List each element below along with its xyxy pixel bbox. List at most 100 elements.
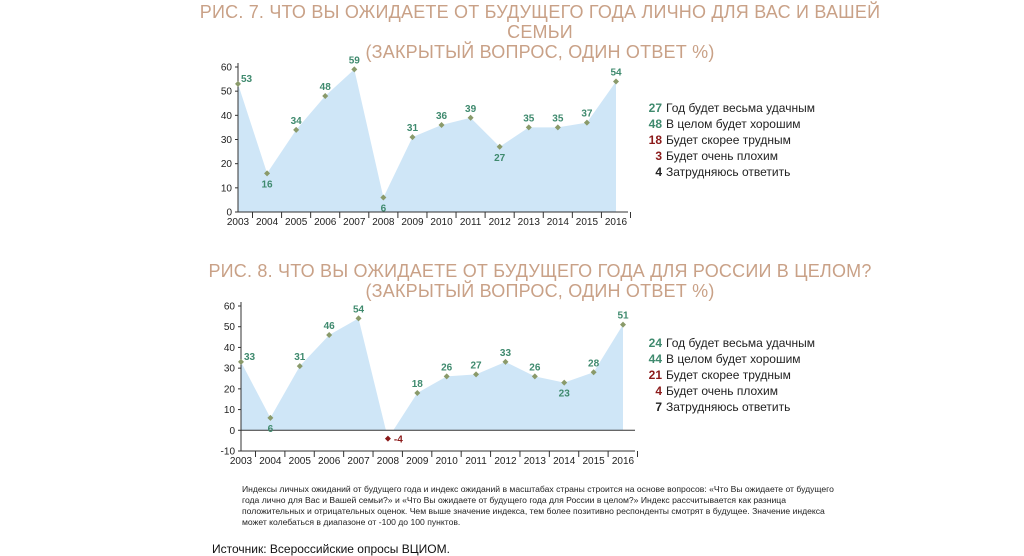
fig2-point: [326, 332, 333, 338]
fig2-data-label: 31: [294, 352, 306, 363]
fig2-area: [241, 318, 623, 431]
fig2-data-label: 54: [353, 304, 365, 315]
fig2-point: [590, 369, 597, 376]
fig2-x-tick-label: 2005: [289, 456, 312, 467]
fig2-data-label: 18: [412, 379, 424, 390]
fig2-x-tick-label: 2006: [318, 456, 341, 467]
fig1-data-label: 53: [241, 74, 253, 85]
fig1-point: [554, 124, 561, 131]
fig2-x-tick-label: 2007: [347, 456, 370, 467]
fig1-point: [409, 134, 416, 141]
fig1-x-tick-label: 2016: [605, 217, 628, 228]
fig1-point: [583, 119, 590, 126]
fig1-x-tick-label: 2003: [227, 217, 250, 228]
fig1-y-tick-label: 60: [221, 63, 233, 74]
fig1-data-label: 37: [581, 109, 593, 120]
fig2-data-label: 23: [559, 389, 571, 400]
fig1-point: [613, 78, 619, 85]
legend-item: 4 Будет очень плохим: [640, 383, 815, 399]
fig1-data-label: 27: [494, 153, 506, 164]
fig2-data-label: 6: [268, 424, 274, 435]
fig2-y-tick-label: 10: [224, 405, 236, 416]
fig1-point: [351, 66, 358, 73]
fig1-data-label: 39: [465, 104, 477, 115]
legend-label: Затрудняюсь ответить: [666, 400, 791, 414]
legend-value: 21: [648, 368, 662, 382]
fig1-point: [438, 122, 445, 128]
fig1-data-label: 35: [523, 113, 535, 124]
legend-value: 4: [655, 165, 662, 179]
fig1-data-label: 59: [349, 55, 361, 66]
fig1-point: [235, 80, 241, 87]
figure-7-chart: 0 10 20 30 40 50 60 2003 2004 2005 2006 2007 2008 200…: [221, 55, 631, 228]
fig2-data-label: 33: [244, 352, 256, 363]
fig1-data-label: 36: [436, 111, 448, 122]
fig2-point: [384, 435, 391, 442]
methodology-note: Индексы личных ожиданий от будущего года…: [242, 484, 834, 527]
fig1-point: [322, 93, 329, 99]
legend-item: 48 В целом будет хорошим: [640, 116, 815, 132]
fig2-point: [561, 379, 568, 386]
fig2-data-label: 33: [500, 348, 512, 359]
legend-label: Год будет весьма удачным: [666, 336, 815, 350]
figure-7-legend: 27 Год будет весьма удачным 48 В целом буде…: [640, 100, 815, 180]
figure-7-title-line2: (ЗАКРЫТЫЙ ВОПРОС, ОДИН ОТВЕТ %): [365, 42, 715, 62]
legend-value: 4: [655, 384, 662, 398]
fig1-x-tick-label: 2011: [460, 217, 482, 228]
figure-7-title: РИС. 7. ЧТО ВЫ ОЖИДАЕТЕ ОТ БУДУЩЕГО ГОДА…: [180, 2, 900, 62]
legend-value: 3: [655, 149, 662, 163]
fig2-point: [296, 363, 303, 370]
fig2-data-label: 51: [617, 311, 629, 322]
fig1-x-tick-label: 2005: [285, 217, 308, 228]
fig2-y-tick-label: 50: [224, 322, 236, 333]
fig2-point: [443, 373, 450, 380]
legend-item: 24 Год будет весьма удачным: [640, 335, 815, 351]
fig1-y-tick-label: 50: [221, 87, 233, 98]
fig2-point: [531, 373, 538, 380]
fig1-area: [238, 69, 616, 213]
fig2-y-tick-label: -10: [221, 447, 236, 458]
legend-item: 27 Год будет весьма удачным: [640, 100, 815, 116]
fig2-point: [267, 414, 274, 421]
fig2-y-tick-label: 0: [229, 426, 235, 437]
fig1-point: [293, 126, 300, 133]
fig2-x-tick-label: 2003: [230, 456, 253, 467]
fig1-data-label: 31: [407, 123, 419, 134]
fig2-x-tick-label: 2014: [553, 456, 576, 467]
fig1-point: [496, 143, 503, 150]
fig2-x-tick-label: 2013: [524, 456, 547, 467]
legend-label: В целом будет хорошим: [666, 117, 801, 131]
fig2-y-tick-label: 60: [224, 302, 236, 313]
legend-value: 27: [648, 101, 662, 115]
legend-item: 4 Затрудняюсь ответить: [640, 164, 815, 180]
legend-item: 3 Будет очень плохим: [640, 148, 815, 164]
fig2-data-label: 26: [529, 362, 541, 373]
fig1-data-label: 48: [320, 82, 332, 93]
fig1-y-tick-label: 40: [221, 111, 233, 122]
fig2-data-label: 46: [324, 321, 336, 332]
fig2-x-tick-label: 2010: [436, 456, 459, 467]
fig2-point: [473, 371, 480, 378]
legend-label: Будет скорее трудным: [666, 368, 791, 382]
fig1-data-label: 6: [381, 204, 387, 215]
fig1-y-tick-label: 20: [221, 159, 233, 170]
fig2-x-tick-label: 2016: [612, 456, 635, 467]
fig2-x-tick-label: 2008: [377, 456, 400, 467]
legend-item: 18 Будет скорее трудным: [640, 132, 815, 148]
fig2-y-tick-label: 30: [224, 364, 236, 375]
fig1-y-tick-label: 0: [226, 208, 232, 219]
legend-value: 18: [648, 133, 662, 147]
fig1-x-tick-label: 2007: [343, 217, 366, 228]
fig1-data-label: 54: [610, 68, 622, 79]
legend-label: В целом будет хорошим: [666, 352, 801, 366]
fig1-x-tick-label: 2012: [489, 217, 512, 228]
fig2-point: [355, 315, 362, 322]
figure-8-title-line2: (ЗАКРЫТЫЙ ВОПРОС, ОДИН ОТВЕТ %): [365, 281, 715, 301]
fig1-x-tick-label: 2008: [372, 217, 395, 228]
figure-7-title-line1: РИС. 7. ЧТО ВЫ ОЖИДАЕТЕ ОТ БУДУЩЕГО ГОДА…: [199, 2, 881, 42]
legend-item: 44 В целом будет хорошим: [640, 351, 815, 367]
legend-value: 7: [655, 400, 662, 414]
legend-label: Будет скорее трудным: [666, 133, 791, 147]
fig1-data-label: 16: [262, 179, 274, 190]
fig1-y-tick-label: 10: [221, 183, 233, 194]
